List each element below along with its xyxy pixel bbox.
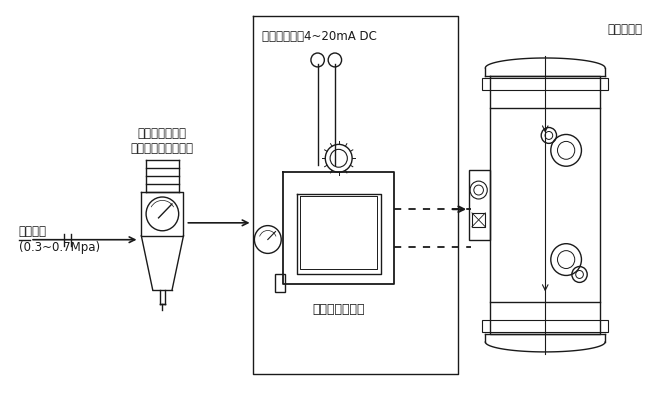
Text: 输入电流信号4~20mA DC: 输入电流信号4~20mA DC — [262, 30, 377, 42]
Bar — [469, 170, 490, 240]
Text: 气源处理三联件: 气源处理三联件 — [138, 127, 187, 140]
Text: （减压阀、过滤器）: （减压阀、过滤器） — [131, 142, 194, 155]
Text: 压缩空气: 压缩空气 — [19, 225, 47, 238]
Bar — [275, 274, 285, 292]
Text: (0.3~0.7Mpa): (0.3~0.7Mpa) — [19, 241, 99, 254]
Bar — [472, 213, 485, 227]
Bar — [483, 320, 608, 332]
Text: 气动执行器: 气动执行器 — [607, 23, 642, 36]
Text: 电气阀门定位器: 电气阀门定位器 — [313, 303, 365, 316]
Bar — [483, 78, 608, 90]
